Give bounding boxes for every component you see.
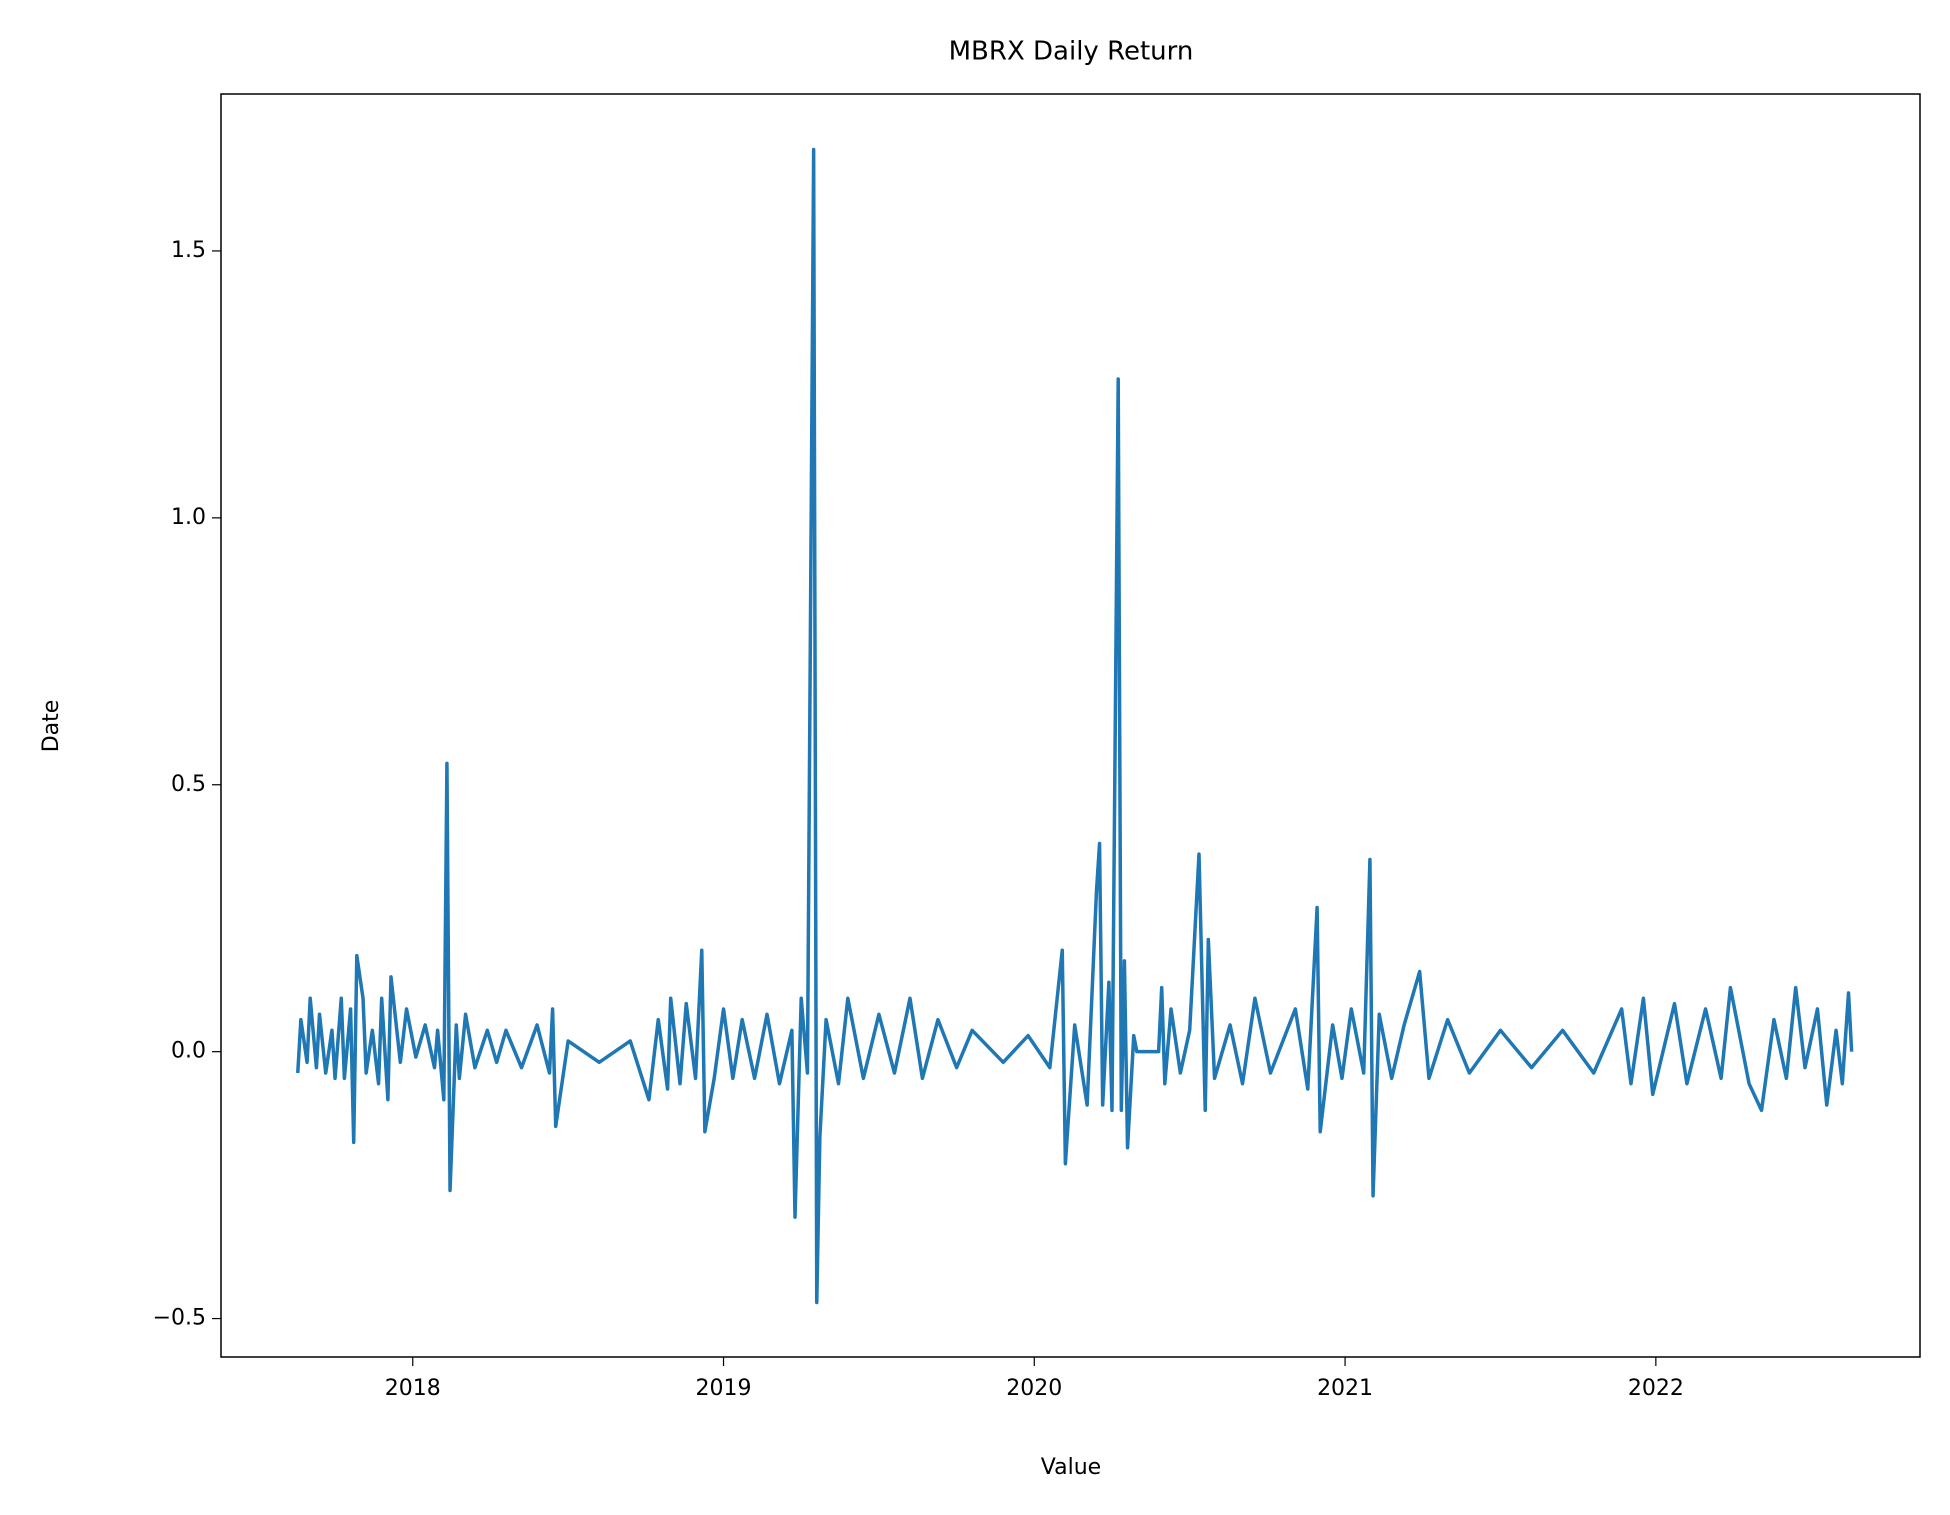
x-axis-label: Value	[1041, 1455, 1101, 1480]
x-tick-label: 2020	[1006, 1376, 1062, 1401]
x-tick-label: 2019	[696, 1376, 752, 1401]
y-axis-label: Date	[39, 700, 64, 753]
x-tick-label: 2021	[1317, 1376, 1373, 1401]
plot-frame	[220, 93, 1921, 1358]
y-tick-label: 0.5	[171, 772, 206, 797]
x-tick-label: 2018	[385, 1376, 441, 1401]
y-tick-label: 0.0	[171, 1039, 206, 1064]
x-tick-label: 2022	[1628, 1376, 1684, 1401]
data-line	[296, 147, 1854, 1305]
y-tick-label: 1.0	[171, 505, 206, 530]
y-tick-label: −0.5	[153, 1306, 206, 1331]
y-tick-label: 1.5	[171, 238, 206, 263]
chart-title: MBRX Daily Return	[949, 37, 1194, 67]
